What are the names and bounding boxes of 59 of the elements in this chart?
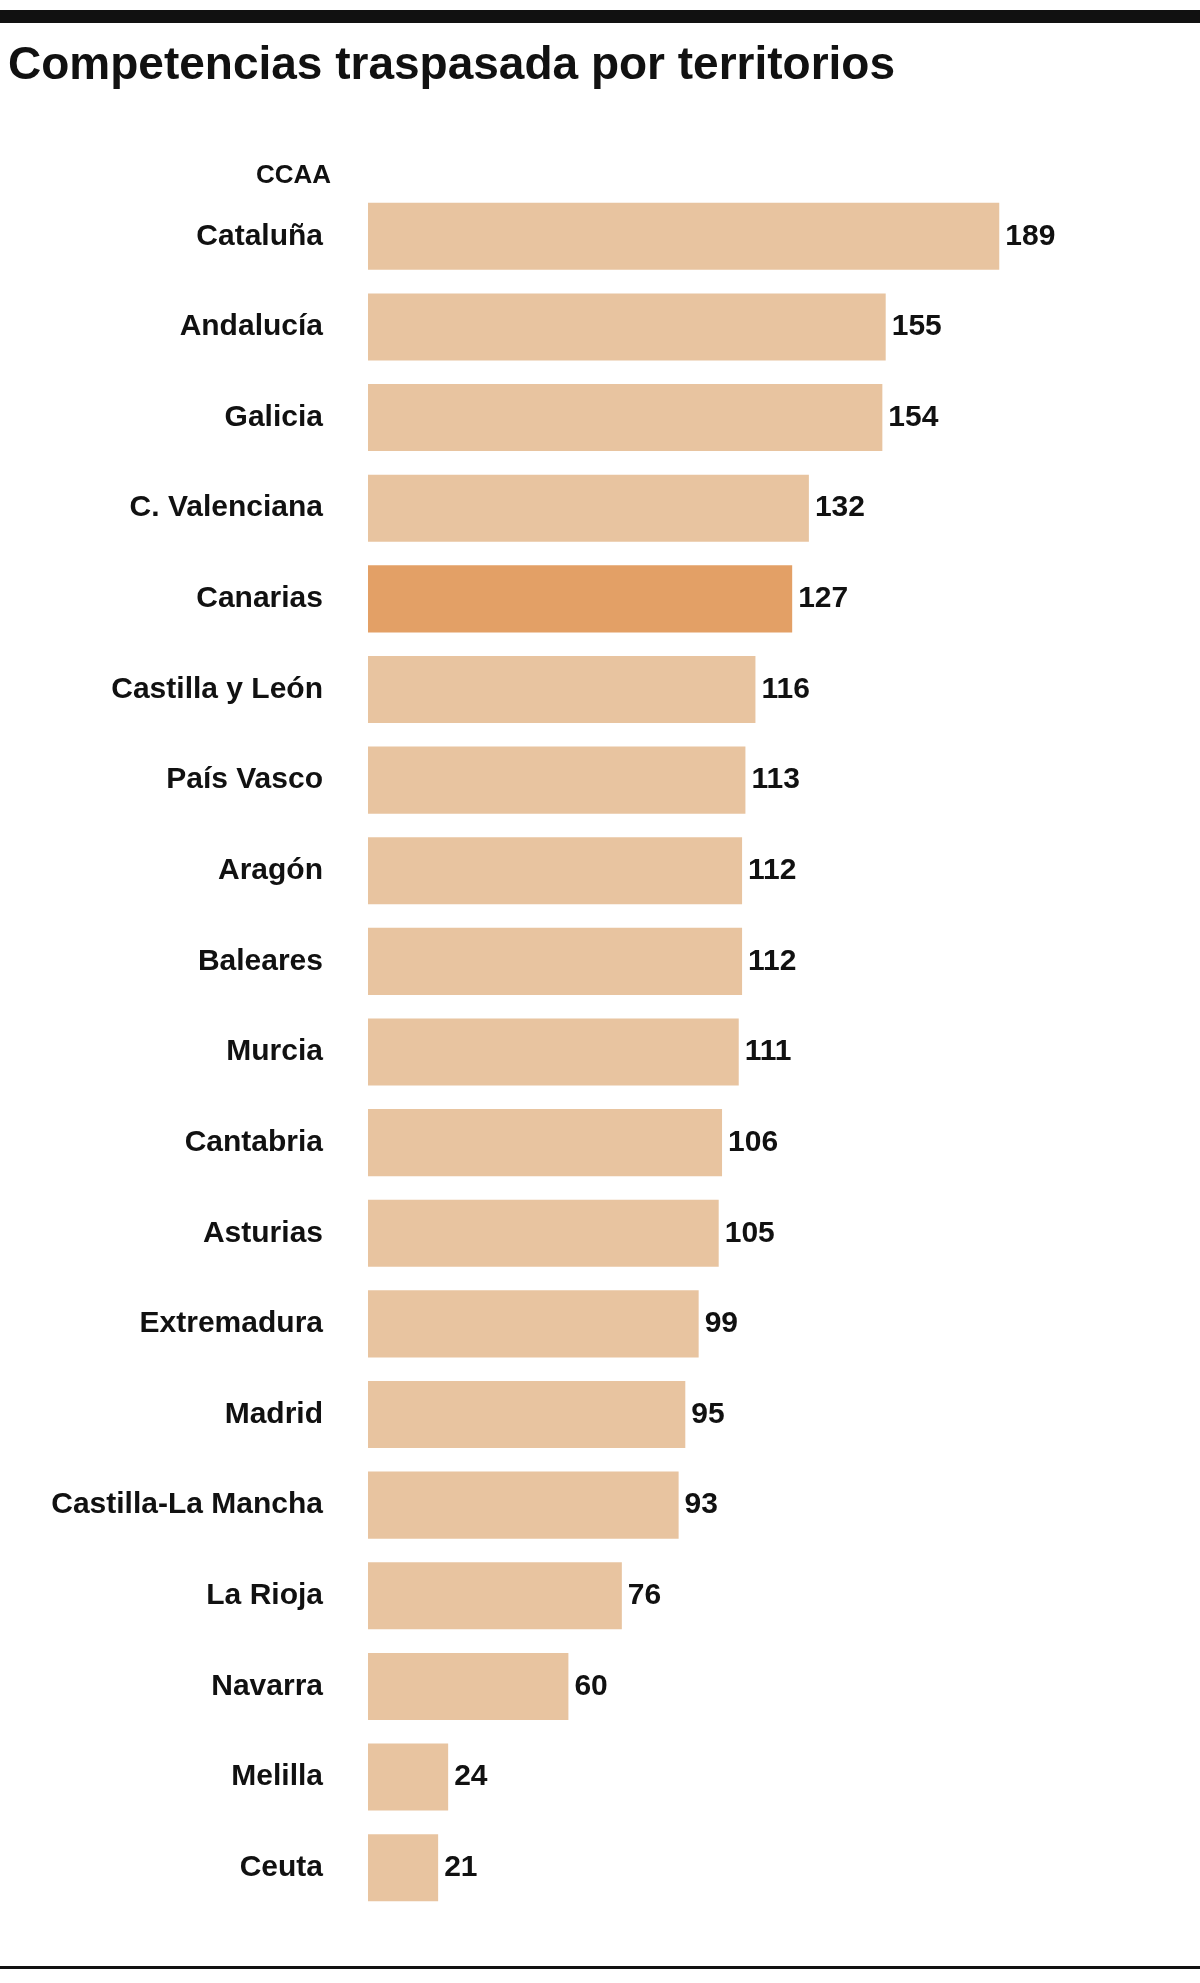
bar <box>368 1109 723 1177</box>
y-tick-label: Cataluña <box>196 217 324 251</box>
y-tick-label: Castilla y León <box>111 670 323 704</box>
y-tick-label: Murcia <box>226 1033 324 1067</box>
bar <box>368 1471 679 1539</box>
bar <box>368 1290 699 1358</box>
y-tick-label: Galicia <box>224 398 324 432</box>
data-label: 154 <box>888 398 939 432</box>
bar <box>368 1562 622 1630</box>
y-tick-label: Ceuta <box>239 1848 324 1882</box>
data-label: 113 <box>751 761 800 795</box>
y-tick-label: Madrid <box>224 1395 323 1429</box>
bar <box>368 1018 739 1086</box>
bar <box>368 293 886 361</box>
data-label: 95 <box>691 1395 725 1429</box>
data-label: 155 <box>891 308 942 342</box>
y-tick-label: Castilla-La Mancha <box>51 1486 324 1520</box>
bar <box>368 1743 449 1811</box>
y-tick-label: Andalucía <box>179 308 324 342</box>
bar <box>368 1199 719 1267</box>
data-label: 132 <box>814 489 865 523</box>
data-label: 93 <box>684 1486 718 1520</box>
y-tick-label: País Vasco <box>166 761 323 795</box>
chart-title: Competencias traspasada por territorios <box>8 36 896 90</box>
bar <box>368 565 793 633</box>
y-tick-label: Navarra <box>211 1667 324 1701</box>
bar <box>368 746 746 814</box>
bar <box>368 474 809 542</box>
bar <box>368 1652 569 1720</box>
y-tick-label: Extremadura <box>139 1305 324 1339</box>
y-tick-label: La Rioja <box>206 1577 324 1611</box>
y-tick-label: Melilla <box>231 1758 324 1792</box>
data-label: 99 <box>704 1305 739 1339</box>
data-label: 111 <box>744 1033 792 1067</box>
bar <box>368 837 743 905</box>
data-label: 60 <box>574 1667 608 1701</box>
data-label: 105 <box>724 1214 775 1248</box>
bar <box>368 927 743 995</box>
data-label: 24 <box>454 1758 488 1792</box>
bar <box>368 1380 686 1449</box>
y-tick-label: Asturias <box>202 1214 323 1248</box>
data-label: 76 <box>627 1577 662 1611</box>
data-label: 127 <box>798 580 849 614</box>
bar <box>368 655 756 724</box>
y-tick-label: Canarias <box>196 580 323 614</box>
bar <box>368 202 1000 270</box>
y-tick-label: C. Valenciana <box>129 489 324 523</box>
data-label: 21 <box>444 1848 478 1882</box>
data-label: 112 <box>748 852 797 885</box>
y-tick-label: Baleares <box>197 942 323 976</box>
y-axis-title: CCAA <box>255 159 332 190</box>
data-label: 106 <box>728 1123 779 1157</box>
y-tick-label: Aragón <box>218 852 323 885</box>
bar <box>368 1834 439 1902</box>
bar <box>368 384 883 452</box>
data-label: 116 <box>761 670 810 704</box>
data-label: 189 <box>1005 217 1056 251</box>
y-tick-label: Cantabria <box>184 1123 324 1157</box>
data-label: 112 <box>748 942 797 976</box>
